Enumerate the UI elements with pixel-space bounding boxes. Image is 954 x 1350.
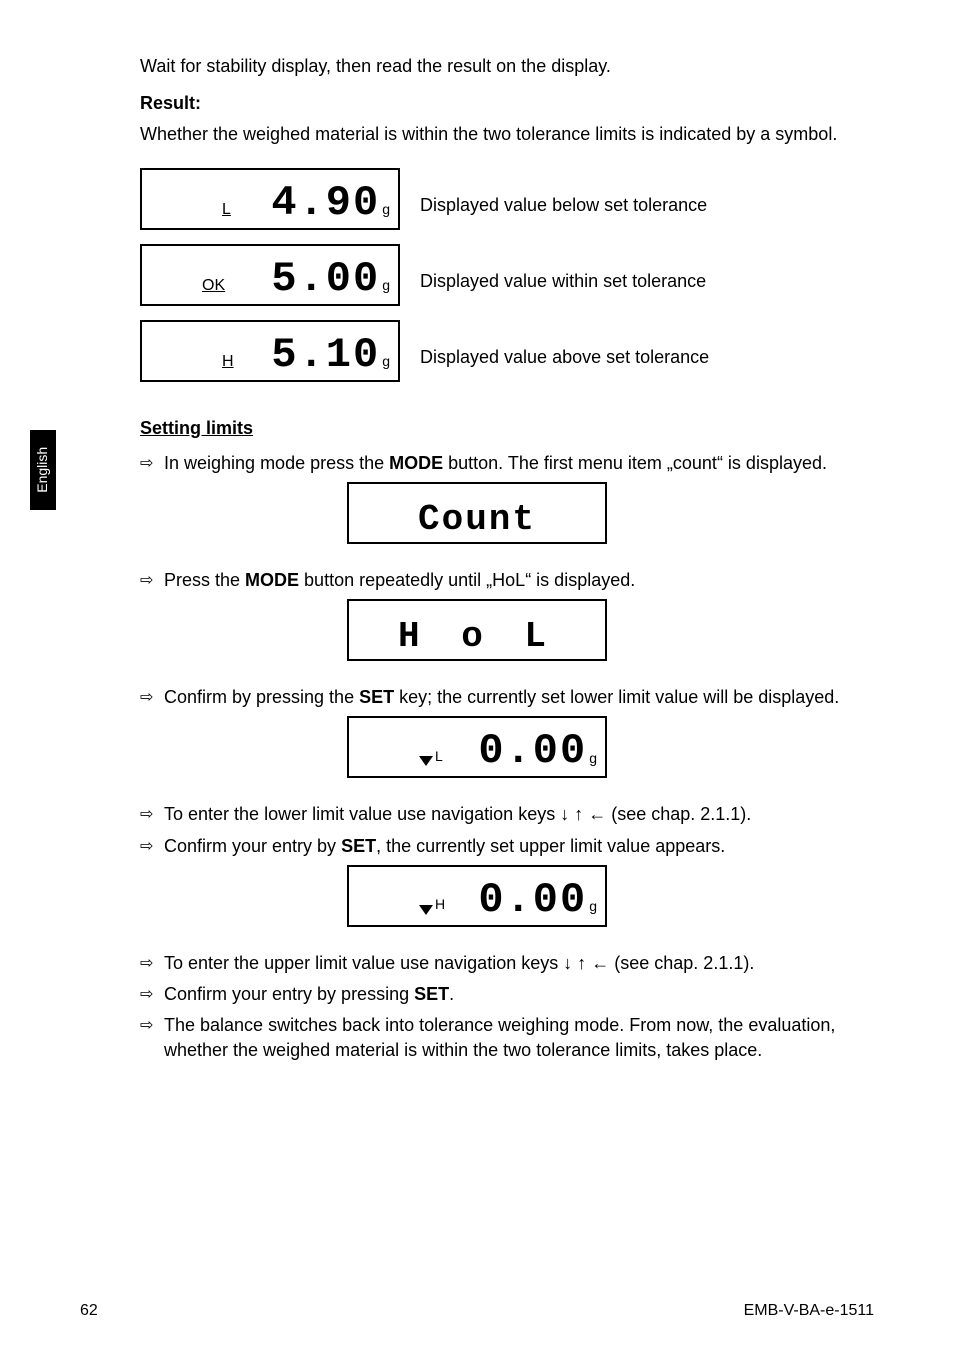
- step3-button: SET: [359, 687, 394, 707]
- bullet-arrow-icon: ⇨: [140, 568, 164, 592]
- step6-arrows: ↓ ↑ ←: [563, 953, 609, 973]
- lcd-ok-example: OK 5.00 g: [140, 244, 400, 306]
- intro-paragraph: Wait for stability display, then read th…: [140, 54, 874, 79]
- step4-arrows: ↓ ↑ ←: [560, 804, 606, 824]
- lcd-lower-unit: g: [589, 749, 597, 769]
- step2-button: MODE: [245, 570, 299, 590]
- step6-text-b: (see chap. 2.1.1).: [609, 953, 754, 973]
- step-2: ⇨ Press the MODE button repeatedly until…: [140, 568, 874, 593]
- step-8: ⇨ The balance switches back into toleran…: [140, 1013, 874, 1063]
- step4-text-b: (see chap. 2.1.1).: [606, 804, 751, 824]
- language-tab: English: [30, 430, 56, 510]
- language-tab-label: English: [33, 447, 53, 493]
- result-label: Result:: [140, 93, 201, 113]
- lcd-high-caption: Displayed value above set tolerance: [420, 345, 709, 370]
- step5-button: SET: [341, 836, 376, 856]
- lcd-lower-limit: L 0.00 g: [347, 716, 607, 778]
- step-1: ⇨ In weighing mode press the MODE button…: [140, 451, 874, 476]
- lcd-hol: H o L: [347, 599, 607, 661]
- lcd-upper-limit: H 0.00 g: [347, 865, 607, 927]
- lcd-high-example: H 5.10 g: [140, 320, 400, 382]
- step-7: ⇨ Confirm your entry by pressing SET.: [140, 982, 874, 1007]
- step6-text-a: To enter the upper limit value use navig…: [164, 953, 563, 973]
- step7-button: SET: [414, 984, 449, 1004]
- step5-text-a: Confirm your entry by: [164, 836, 341, 856]
- lcd-low-value: 4.90: [271, 182, 380, 226]
- step1-text-c: button. The first menu item „count“ is d…: [443, 453, 827, 473]
- bullet-arrow-icon: ⇨: [140, 982, 164, 1006]
- bullet-arrow-icon: ⇨: [140, 451, 164, 475]
- step2-text-c: button repeatedly until „HoL“ is display…: [299, 570, 635, 590]
- lcd-high-unit: g: [382, 352, 390, 372]
- lcd-upper-value: 0.00: [478, 879, 587, 923]
- step8-text: The balance switches back into tolerance…: [164, 1013, 874, 1063]
- triangle-down-icon: [419, 905, 433, 915]
- lcd-count: Count: [347, 482, 607, 544]
- step-6: ⇨ To enter the upper limit value use nav…: [140, 951, 874, 976]
- step1-text-a: In weighing mode press the: [164, 453, 389, 473]
- bullet-arrow-icon: ⇨: [140, 834, 164, 858]
- lcd-ok-unit: g: [382, 276, 390, 296]
- lcd-hol-text: H o L: [357, 619, 597, 657]
- step3-text-a: Confirm by pressing the: [164, 687, 359, 707]
- step-3: ⇨ Confirm by pressing the SET key; the c…: [140, 685, 874, 710]
- result-text: Whether the weighed material is within t…: [140, 122, 874, 147]
- lcd-high-value: 5.10: [271, 334, 380, 378]
- lcd-count-text: Count: [357, 502, 597, 540]
- step2-text-a: Press the: [164, 570, 245, 590]
- step7-text-a: Confirm your entry by pressing: [164, 984, 414, 1004]
- lcd-ok-indicator: OK: [202, 275, 225, 297]
- section-heading: Setting limits: [140, 416, 874, 441]
- page-number: 62: [80, 1300, 98, 1322]
- lcd-upper-unit: g: [589, 897, 597, 917]
- step-4: ⇨ To enter the lower limit value use nav…: [140, 802, 874, 827]
- step7-text-c: .: [449, 984, 454, 1004]
- lcd-ok-value: 5.00: [271, 258, 380, 302]
- step1-button: MODE: [389, 453, 443, 473]
- triangle-down-icon: [419, 756, 433, 766]
- bullet-arrow-icon: ⇨: [140, 802, 164, 826]
- lcd-low-indicator: L: [222, 199, 231, 221]
- lcd-lower-indicator: L: [435, 747, 443, 767]
- lcd-low-unit: g: [382, 200, 390, 220]
- lcd-ok-caption: Displayed value within set tolerance: [420, 269, 706, 294]
- step3-text-c: key; the currently set lower limit value…: [394, 687, 839, 707]
- lcd-low-caption: Displayed value below set tolerance: [420, 193, 707, 218]
- lcd-high-indicator: H: [222, 351, 234, 373]
- bullet-arrow-icon: ⇨: [140, 951, 164, 975]
- bullet-arrow-icon: ⇨: [140, 1013, 164, 1037]
- lcd-low-example: L 4.90 g: [140, 168, 400, 230]
- footer-model: EMB-V-BA-e-1511: [744, 1300, 874, 1322]
- lcd-upper-indicator: H: [435, 895, 445, 915]
- step-5: ⇨ Confirm your entry by SET, the current…: [140, 834, 874, 859]
- step5-text-c: , the currently set upper limit value ap…: [376, 836, 725, 856]
- step4-text-a: To enter the lower limit value use navig…: [164, 804, 560, 824]
- lcd-lower-value: 0.00: [478, 730, 587, 774]
- bullet-arrow-icon: ⇨: [140, 685, 164, 709]
